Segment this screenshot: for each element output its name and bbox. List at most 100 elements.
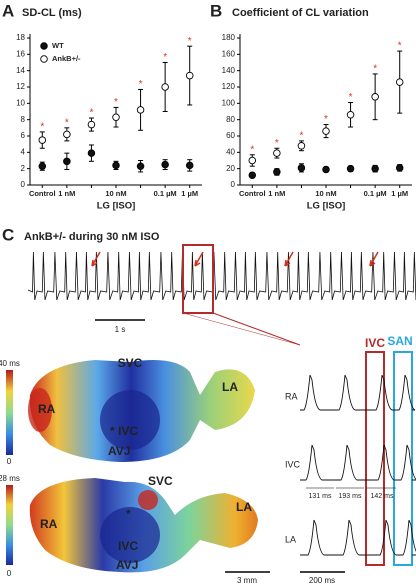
scale-min: 0 [7, 569, 12, 578]
y-tick-label: 20 [226, 164, 235, 173]
zoom-line [212, 312, 301, 346]
dot [63, 157, 71, 166]
map-label: SVC [118, 356, 143, 370]
dot [112, 161, 120, 170]
interval-label: 142 ms [371, 493, 394, 500]
y-tick-label: 10 [16, 98, 25, 107]
lead-label: RA [285, 391, 298, 401]
map-region [100, 390, 160, 450]
y-tick-label: 100 [222, 98, 236, 107]
color-bar [6, 370, 13, 455]
significance: * [65, 117, 69, 128]
y-tick-label: 180 [222, 33, 236, 42]
map-region [100, 507, 160, 563]
dot [395, 78, 404, 86]
significance: * [349, 92, 353, 103]
scale-label: 200 ms [309, 576, 335, 585]
dot [395, 164, 404, 172]
x-tick-label: 1 nM [268, 189, 285, 198]
dot [371, 164, 379, 173]
map-label: AVJ [108, 444, 130, 458]
y-tick-label: 0 [21, 180, 26, 189]
y-tick-label: 6 [21, 131, 26, 140]
lead-traces [300, 374, 416, 556]
dot [112, 113, 120, 121]
interval-label: 131 ms [309, 493, 332, 500]
color-bar [6, 485, 13, 565]
significance: * [89, 108, 93, 119]
significance: * [139, 79, 143, 90]
y-tick-label: 2 [21, 164, 26, 173]
y-tick-label: 16 [16, 49, 25, 58]
map-label: AVJ [116, 558, 138, 572]
x-tick-label: 1 µM [391, 189, 408, 198]
dot [322, 165, 330, 174]
y-tick-label: 8 [21, 115, 26, 124]
region-box [365, 351, 385, 566]
arrow [369, 251, 379, 267]
significance: * [114, 97, 118, 108]
dot [87, 120, 96, 129]
significance: * [275, 138, 279, 149]
y-tick-label: 160 [222, 49, 236, 58]
y-tick-label: 18 [16, 33, 25, 42]
y-tick-label: 60 [226, 131, 235, 140]
arrow [284, 251, 294, 267]
y-tick-label: 80 [226, 115, 235, 124]
legend-label: WT [52, 41, 64, 50]
map-region [28, 388, 52, 432]
dot [273, 149, 281, 157]
y-tick-label: 40 [226, 147, 235, 156]
dot [63, 130, 71, 139]
dot [185, 71, 194, 80]
dot [248, 156, 257, 165]
dot [346, 111, 355, 119]
dot [136, 106, 145, 114]
region-label: SAN [387, 334, 412, 348]
map-label: IVC [118, 539, 138, 553]
dot [185, 161, 194, 170]
map-label: LA [236, 500, 252, 514]
map-label: * [126, 507, 131, 521]
lead-label: LA [285, 534, 296, 544]
scale-label: 3 mm [237, 576, 257, 585]
dot [273, 168, 281, 176]
interval-label: 193 ms [339, 493, 362, 500]
dot [371, 93, 379, 101]
map-label: LA [222, 380, 238, 394]
ecg-line [27, 251, 416, 301]
dot [136, 162, 145, 170]
y-tick-label: 12 [16, 82, 25, 91]
significance: * [40, 122, 44, 133]
y-tick-label: 0 [231, 180, 236, 189]
map-label: RA [40, 517, 58, 531]
dot [297, 142, 306, 150]
dot [248, 171, 257, 179]
x-tick-label: Control [29, 189, 56, 198]
legend-label: AnkB+/- [52, 54, 81, 63]
arrow [194, 251, 204, 267]
dot [161, 160, 169, 169]
y-tick-label: 120 [222, 82, 236, 91]
scale-max: 40 ms [0, 359, 20, 368]
x-tick-label: 1 nM [58, 189, 75, 198]
x-tick-label: Control [239, 189, 266, 198]
lead-label: IVC [285, 459, 301, 469]
dot [87, 149, 96, 157]
scale-max: 28 ms [0, 474, 20, 483]
dot [161, 83, 169, 91]
x-tick-label: 10 nM [105, 189, 126, 198]
scale-min: 0 [7, 457, 12, 466]
panel-title: AnkB+/- during 30 nM ISO [24, 231, 160, 243]
y-tick-label: 4 [21, 147, 26, 156]
ecg-trace [27, 251, 416, 301]
panel-letter: B [210, 1, 222, 20]
dot [38, 136, 47, 144]
panel-letter: A [2, 1, 14, 20]
chart-title: SD-CL (ms) [22, 7, 82, 19]
chart-title: Coefficient of CL variation [232, 7, 369, 19]
zoom-box [182, 244, 214, 314]
dot [38, 162, 47, 170]
lead-line [300, 519, 416, 556]
